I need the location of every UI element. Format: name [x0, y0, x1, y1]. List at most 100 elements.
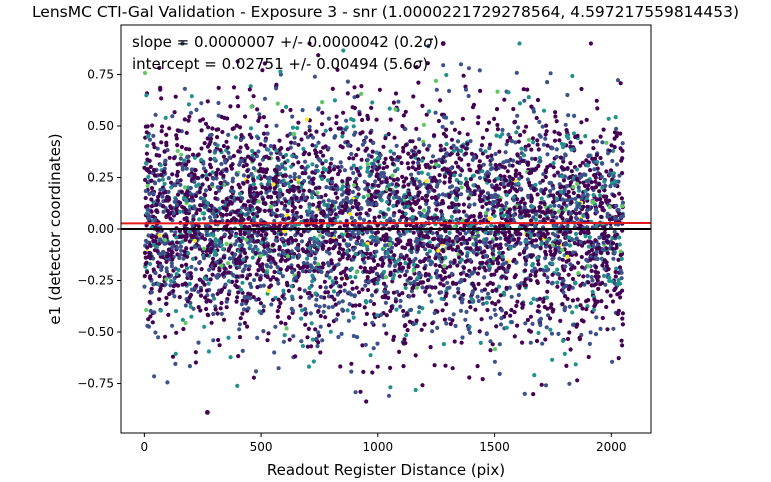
scatter-point: [552, 203, 557, 208]
scatter-point: [501, 213, 506, 218]
scatter-point: [542, 304, 547, 310]
scatter-point: [155, 146, 160, 151]
scatter-point: [469, 151, 474, 156]
scatter-point: [477, 329, 482, 334]
scatter-point: [144, 161, 149, 166]
scatter-point: [506, 132, 511, 137]
scatter-point: [285, 248, 290, 253]
scatter-point: [433, 110, 438, 115]
scatter-point: [468, 224, 473, 229]
scatter-point: [397, 292, 402, 297]
scatter-point: [530, 136, 536, 141]
scatter-point: [545, 152, 550, 157]
scatter-point: [543, 136, 548, 141]
scatter-point: [323, 193, 328, 198]
scatter-point: [306, 229, 311, 234]
scatter-point: [366, 188, 371, 194]
scatter-point: [461, 265, 467, 270]
scatter-point: [334, 114, 339, 119]
scatter-point: [253, 251, 259, 256]
scatter-point: [464, 218, 469, 223]
scatter-point: [169, 278, 174, 284]
scatter-point: [226, 279, 231, 284]
scatter-point: [618, 295, 623, 300]
scatter-point: [544, 240, 549, 245]
scatter-point: [438, 281, 443, 286]
scatter-point: [584, 299, 589, 304]
scatter-point: [430, 329, 435, 334]
scatter-point: [157, 297, 162, 302]
scatter-point: [538, 322, 543, 328]
scatter-point: [620, 316, 625, 321]
scatter-point: [571, 131, 577, 136]
scatter-point: [283, 321, 288, 326]
scatter-point: [398, 298, 403, 303]
scatter-point: [563, 264, 568, 269]
scatter-point: [381, 144, 386, 149]
scatter-point: [548, 209, 553, 214]
scatter-point: [533, 182, 538, 187]
scatter-point: [458, 180, 464, 185]
scatter-point: [537, 318, 542, 323]
scatter-point: [279, 201, 284, 206]
scatter-point: [240, 280, 245, 285]
scatter-point: [275, 155, 280, 161]
scatter-point: [170, 172, 175, 177]
scatter-point: [342, 269, 347, 274]
scatter-point: [301, 260, 306, 266]
scatter-point: [616, 257, 621, 262]
scatter-point: [151, 141, 156, 147]
scatter-point: [620, 311, 626, 316]
scatter-point: [493, 192, 498, 197]
scatter-point: [403, 211, 408, 216]
scatter-point: [250, 148, 255, 154]
scatter-point: [357, 223, 362, 228]
scatter-point: [148, 164, 153, 169]
scatter-point: [346, 318, 351, 323]
scatter-point: [176, 283, 181, 288]
scatter-point: [235, 295, 240, 300]
scatter-point: [407, 294, 412, 299]
scatter-point: [158, 286, 163, 291]
scatter-point: [411, 268, 416, 273]
scatter-point: [349, 361, 354, 366]
scatter-point: [183, 197, 188, 202]
scatter-point: [196, 340, 201, 345]
scatter-point: [411, 94, 416, 99]
scatter-point: [544, 264, 549, 269]
scatter-point: [335, 67, 340, 72]
scatter-point: [429, 260, 435, 265]
scatter-point: [321, 309, 326, 314]
scatter-point: [318, 218, 323, 223]
scatter-point: [201, 256, 207, 261]
scatter-point: [256, 297, 261, 302]
scatter-point: [568, 229, 573, 234]
scatter-point: [610, 158, 615, 164]
scatter-point: [515, 113, 520, 118]
scatter-point: [239, 133, 244, 138]
scatter-point: [211, 233, 216, 238]
scatter-point: [154, 202, 159, 207]
scatter-point: [492, 178, 497, 183]
scatter-point: [404, 201, 409, 206]
scatter-point: [416, 310, 422, 315]
scatter-point: [432, 188, 437, 193]
scatter-point: [544, 129, 549, 134]
scatter-point: [307, 202, 312, 207]
scatter-point: [595, 160, 600, 165]
scatter-point: [197, 277, 202, 282]
scatter-point: [330, 199, 335, 204]
scatter-point: [412, 200, 417, 205]
scatter-point: [523, 239, 528, 244]
scatter-point: [178, 252, 183, 257]
scatter-point: [266, 194, 271, 199]
scatter-point: [617, 191, 622, 196]
scatter-point: [441, 249, 446, 254]
scatter-point: [342, 223, 347, 228]
scatter-point: [320, 265, 325, 270]
scatter-point: [187, 229, 192, 235]
scatter-point: [150, 320, 155, 325]
scatter-point: [314, 250, 319, 255]
scatter-point: [591, 139, 596, 144]
scatter-point: [485, 174, 491, 179]
